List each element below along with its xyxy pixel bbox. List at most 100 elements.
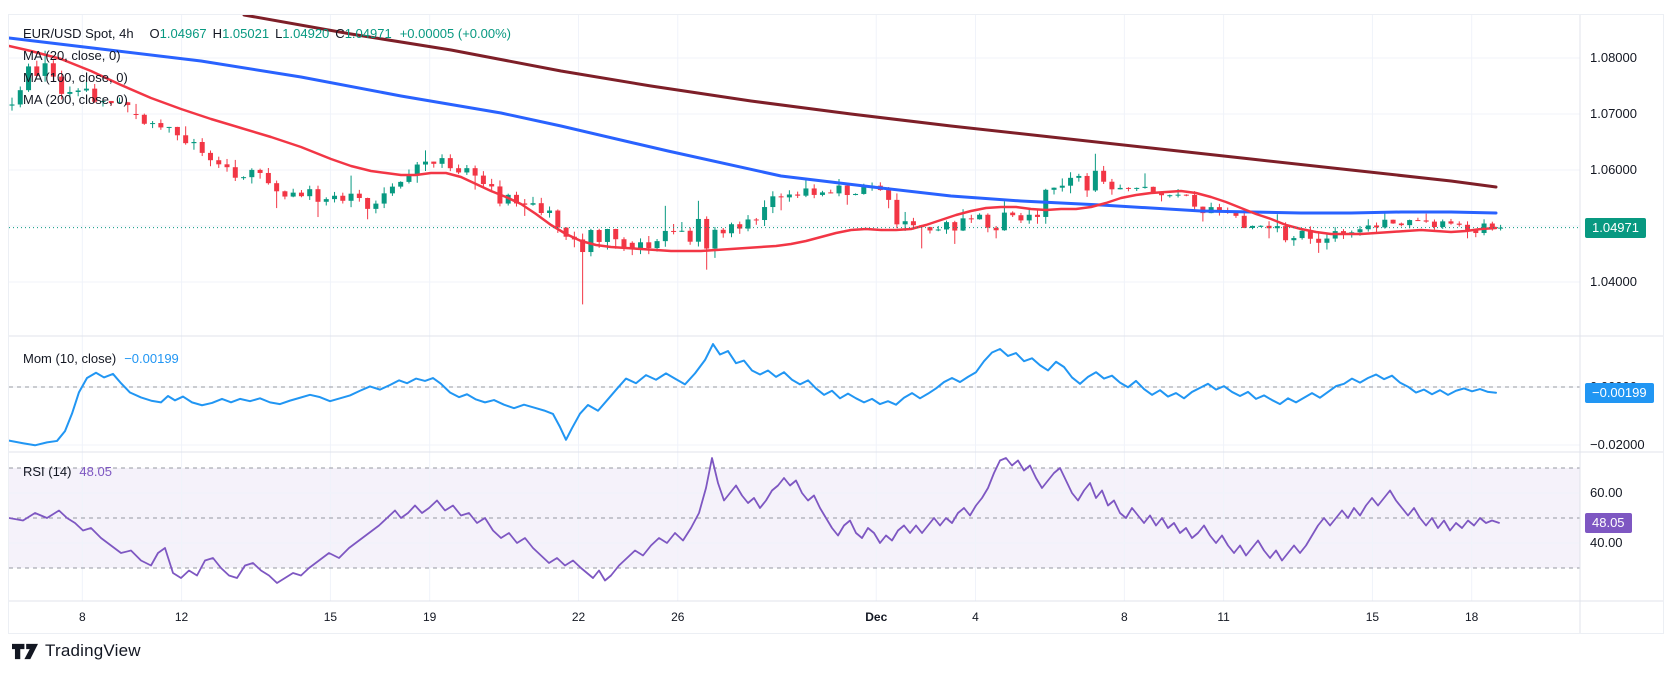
time-axis-label: 26 [671, 610, 685, 624]
time-axis-label: Dec [865, 610, 888, 624]
candle-body [216, 160, 222, 165]
tradingview-attribution[interactable]: TradingView [12, 641, 141, 661]
low-value: 1.04920 [282, 26, 330, 41]
time-axis-label: 4 [972, 610, 979, 624]
candle-body [42, 63, 48, 76]
candle-body [753, 219, 759, 221]
scale-tick-label: 1.06000 [1590, 162, 1637, 177]
candle-body [728, 224, 734, 234]
candle-body [588, 230, 594, 253]
candle-body [1291, 238, 1297, 241]
time-axis-label: 15 [1365, 610, 1380, 624]
symbol-title[interactable]: EUR/USD Spot, 4h [23, 26, 134, 41]
candle-body [1431, 221, 1437, 228]
candle-body [50, 63, 56, 77]
tradingview-logo-text: TradingView [45, 641, 141, 660]
candle-body [1407, 220, 1413, 226]
candle-body [447, 158, 453, 169]
candle-body [1068, 177, 1074, 186]
low-label: L [275, 26, 283, 41]
ma100-line [9, 36, 1498, 215]
candle-body [778, 196, 784, 198]
candle-body [34, 66, 40, 76]
candle-body [108, 100, 114, 104]
scale-tick-label: 40.00 [1590, 535, 1623, 550]
candle-body [547, 210, 553, 214]
momentum-legend[interactable]: Mom (10, close) −0.00199 [23, 348, 179, 370]
time-scale[interactable]: 8 12 15 19 22 26 Dec 4 8 11 15 18 [9, 602, 1580, 633]
candle-body [381, 193, 387, 204]
candle-body [1051, 187, 1057, 190]
tradingview-logo-icon [12, 643, 38, 659]
chart-canvas[interactable] [9, 15, 1663, 633]
high-value: 1.05021 [222, 26, 270, 41]
candle-body [315, 189, 321, 202]
time-axis-label: 11 [1217, 610, 1230, 624]
ma100-legend[interactable]: MA (100, close, 0) [23, 70, 128, 85]
candle-body [1324, 238, 1330, 243]
candle-body [1192, 194, 1198, 207]
candle-body [75, 90, 81, 92]
candle-body [257, 169, 263, 173]
last-price-badge: 1.04971 [1585, 217, 1646, 238]
candle-body [332, 195, 338, 200]
symbol-legend-row[interactable]: EUR/USD Spot, 4h O1.04967 H1.05021 L1.04920… [23, 23, 511, 45]
candle-body [249, 169, 255, 178]
candle-body [298, 192, 304, 197]
candle-body [1456, 223, 1462, 225]
candle-body [737, 224, 743, 229]
scale-tick-label: 60.00 [1590, 485, 1623, 500]
candle-body [356, 193, 362, 199]
candle-body [927, 227, 933, 231]
rsi-label[interactable]: RSI (14) [23, 464, 72, 479]
candle-body [1465, 224, 1471, 230]
momentum-label[interactable]: Mom (10, close) [23, 351, 117, 366]
candle-body [1316, 238, 1322, 243]
candle-body [17, 90, 23, 105]
candle-body [1026, 214, 1032, 221]
candle-body [431, 161, 437, 164]
candle-body [92, 88, 98, 102]
candle-body [580, 239, 586, 253]
candle-body [861, 187, 867, 194]
candle-body [1299, 230, 1305, 239]
candle-body [646, 242, 652, 249]
candle-body [1423, 220, 1429, 222]
ma200-legend[interactable]: MA (200, close, 0) [23, 92, 128, 107]
time-axis-label: 12 [174, 610, 189, 624]
rsi-legend[interactable]: RSI (14) 48.05 [23, 461, 112, 483]
candle-body [1266, 225, 1272, 229]
candle-body [1142, 186, 1148, 188]
candle-body [183, 135, 189, 144]
candle-body [977, 214, 983, 220]
right-price-scale[interactable]: 1.080001.070001.060001.040000.00000−0.02… [1581, 15, 1663, 601]
candle-body [538, 203, 544, 214]
candle-body [1183, 194, 1189, 196]
candle-body [522, 203, 528, 205]
candle-body [191, 141, 197, 144]
scale-tick-label: 1.04000 [1590, 274, 1637, 289]
ma20-legend[interactable]: MA (20, close, 0) [23, 48, 121, 63]
candle-body [811, 188, 817, 195]
candle-body [563, 227, 569, 237]
candle-body [886, 190, 892, 200]
candle-body [472, 168, 478, 176]
candle-body [406, 174, 412, 182]
candle-body [1473, 229, 1479, 234]
scale-tick-label: −0.02000 [1590, 437, 1645, 452]
time-axis-label: 15 [323, 610, 338, 624]
chart-frame[interactable]: EUR/USD Spot, 4h O1.04967 H1.05021 L1.04920… [8, 14, 1664, 634]
candle-body [695, 218, 701, 242]
candle-body [795, 194, 801, 196]
candle-body [613, 229, 619, 240]
candle-body [638, 242, 644, 249]
candle-body [1117, 187, 1123, 190]
ma200-line [242, 15, 1498, 189]
candle-body [414, 164, 420, 175]
candle-body [1250, 225, 1255, 228]
candle-body [1440, 221, 1446, 228]
candle-body [704, 218, 710, 249]
candle-body [968, 218, 974, 220]
candle-body [125, 102, 131, 106]
